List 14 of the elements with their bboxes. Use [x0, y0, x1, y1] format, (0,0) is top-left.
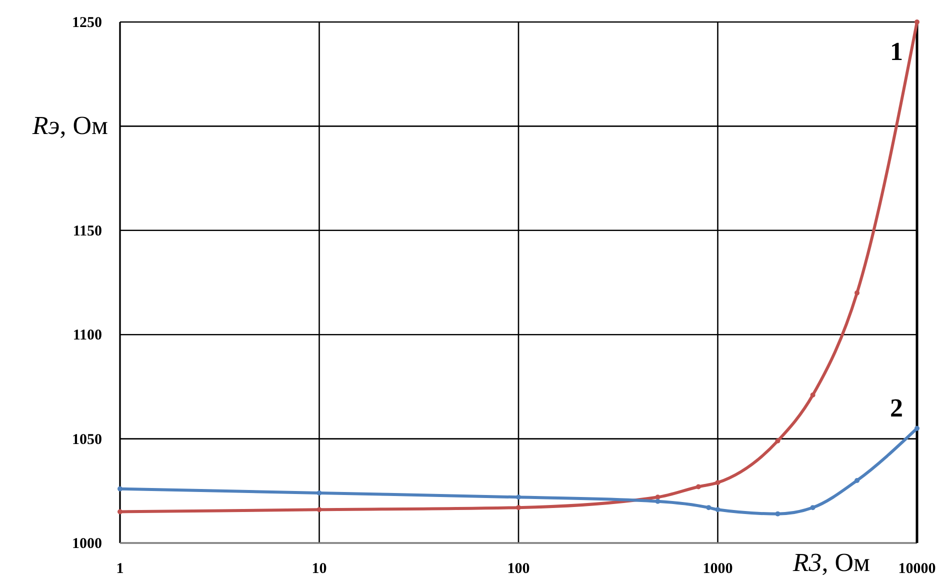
series-label: 1: [890, 37, 903, 66]
x-axis-title: R3, Ом: [792, 548, 870, 577]
x-tick-label: 10000: [898, 561, 936, 577]
x-tick-label: 1000: [702, 561, 733, 577]
x-tick-label: 1: [116, 561, 124, 577]
y-tick-label: 1250: [72, 15, 102, 31]
series-label: 2: [890, 393, 903, 422]
x-tick-label: 100: [507, 561, 530, 577]
y-tick-label: 1100: [72, 328, 102, 344]
x-tick-label: 10: [312, 561, 327, 577]
y-axis-title: Rэ, Ом: [31, 111, 108, 140]
y-tick-label: 1000: [72, 536, 102, 552]
y-tick-label: 1150: [72, 223, 102, 240]
y-tick-label: 1050: [72, 432, 102, 448]
